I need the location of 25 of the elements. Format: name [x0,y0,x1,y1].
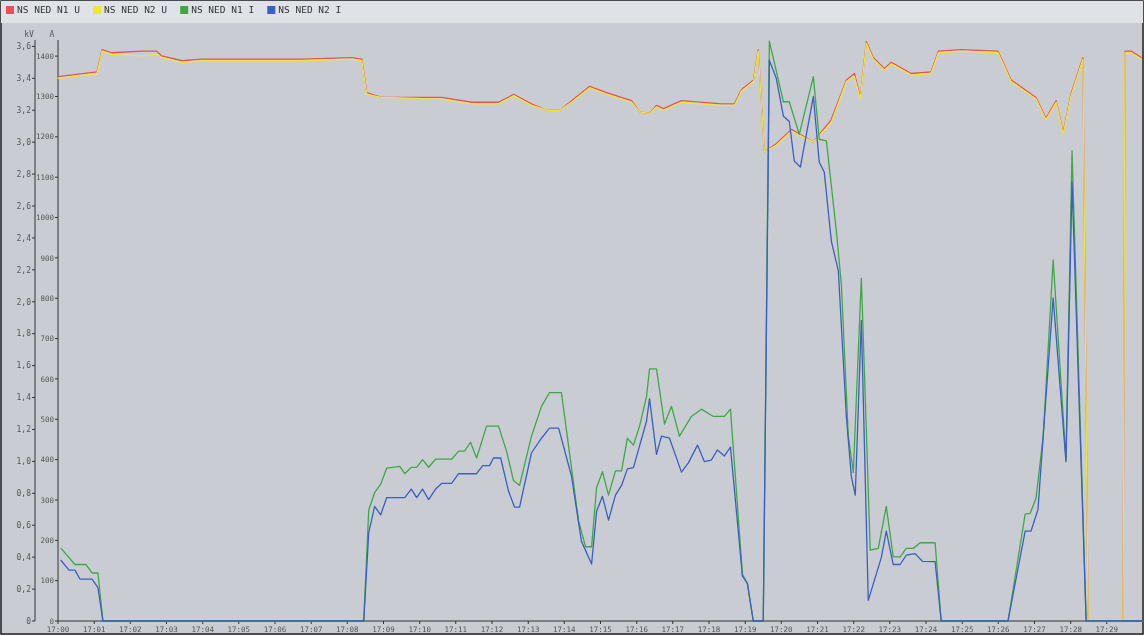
y-tick-label: 2,4 [16,233,32,243]
y-tick-label: 2,8 [16,169,32,179]
y-tick-label: 1,8 [16,329,32,339]
y-tick-label: 0,4 [16,552,32,562]
legend-label: NS NED N2 I [278,4,342,15]
y-tick-label: 3,0 [16,137,32,147]
y-tick-label: 1,2 [16,425,32,435]
legend-label: NS NED N1 I [191,4,255,15]
y-tick-label: 0 [26,616,32,626]
y-axis-title: kV [24,30,34,39]
y-tick-label: 1,0 [16,457,32,467]
legend-label: NS NED N1 U [17,4,81,15]
y-tick-label: 1,4 [16,393,32,403]
y-tick-label: 0,6 [16,521,32,531]
y-tick-label: 0,8 [16,489,32,499]
y-tick-label: 1,6 [16,361,32,371]
y-tick-label: 0,2 [16,584,32,594]
y-tick-label: 3,6 [16,42,32,52]
y-tick-label: 2,0 [16,297,32,307]
y-tick-label: 3,4 [16,74,32,84]
y-tick-label: 2,2 [16,265,32,275]
y-tick-label: 2,6 [16,201,32,211]
y2-axis-title: A [49,30,55,39]
y-tick-label: 3,2 [16,106,32,116]
legend-label: NS NED N2 U [104,4,168,15]
